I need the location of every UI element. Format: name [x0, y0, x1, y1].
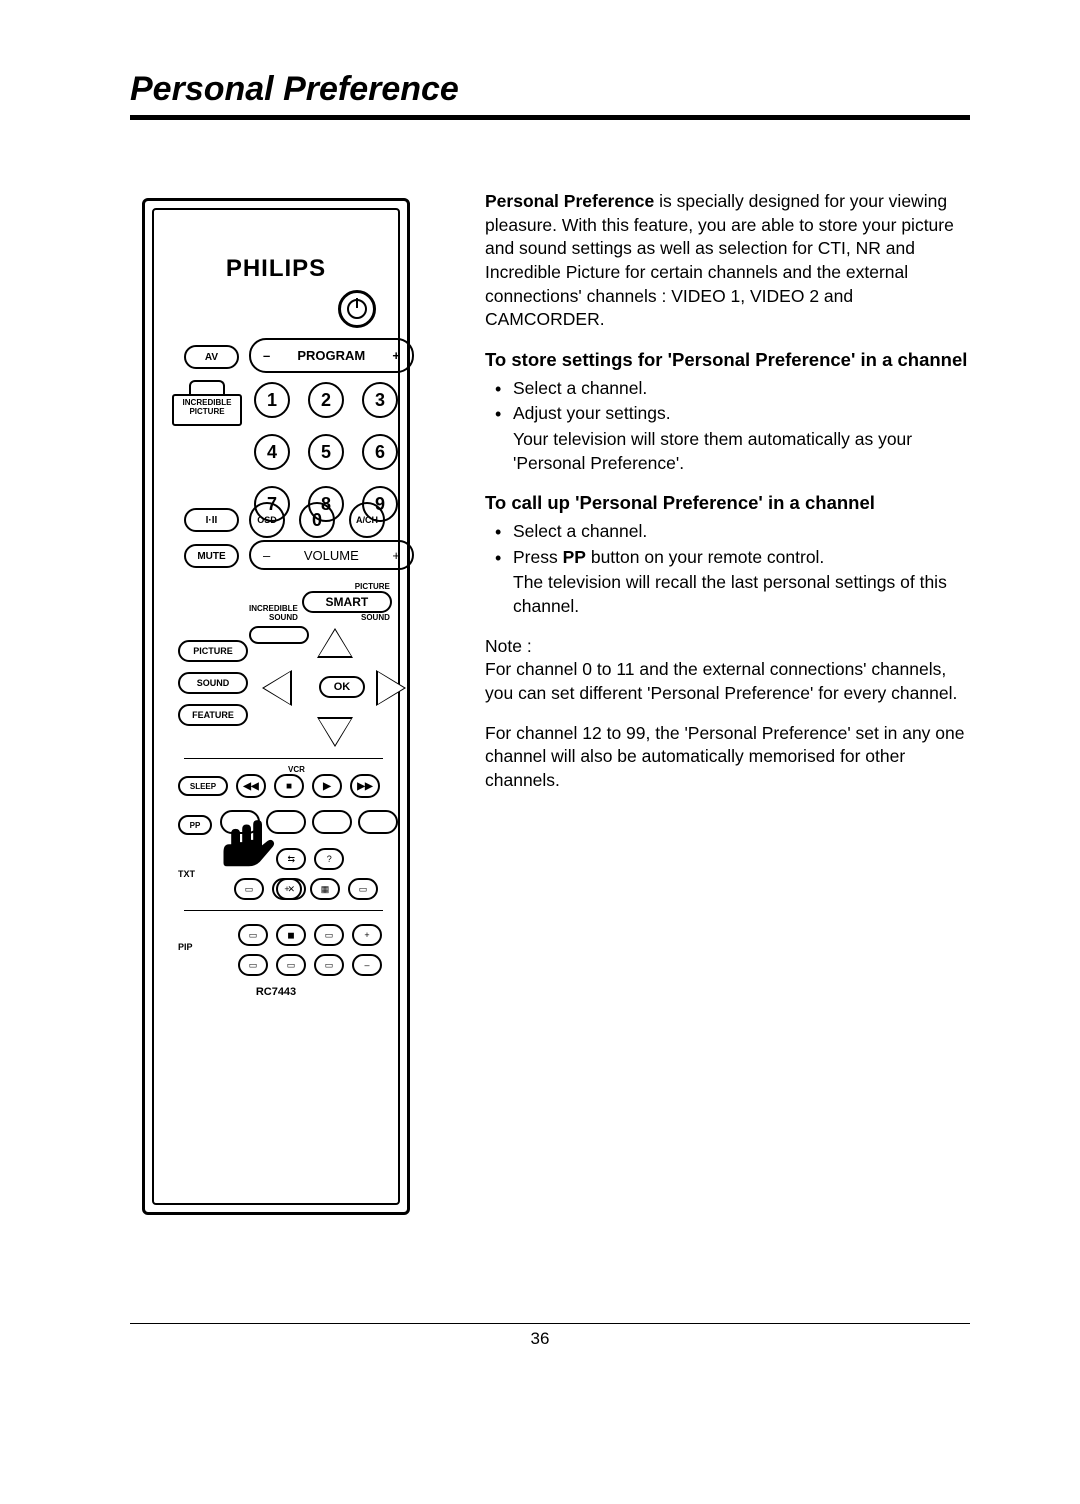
digit-6: 6	[362, 434, 398, 470]
note-label: Note :	[485, 635, 970, 659]
note-2: For channel 12 to 99, the 'Personal Pref…	[485, 722, 970, 793]
ffwd-button: ▶▶	[350, 774, 380, 798]
recall-step-1: Select a channel.	[485, 520, 970, 544]
store-step-2: Adjust your settings.	[485, 402, 970, 426]
vcr-label: VCR	[288, 765, 305, 774]
pip-plus: +	[352, 924, 382, 946]
color-yellow	[312, 810, 352, 834]
note-1: For channel 0 to 11 and the external con…	[485, 658, 970, 705]
volume-rocker: –VOLUME+	[249, 540, 414, 570]
feature-button: FEATURE	[178, 704, 248, 726]
color-blue	[358, 810, 398, 834]
picture-button: PICTURE	[178, 640, 248, 662]
pip-label: PIP	[178, 942, 193, 952]
pip-e: ▭	[276, 954, 306, 976]
body-text: Personal Preference is specially designe…	[485, 190, 970, 1215]
remote-illustration: PHILIPS AV –PROGRAM+ INCREDIBLEPICTURE 1…	[130, 190, 430, 1215]
sound-button: SOUND	[178, 672, 248, 694]
txt-btn-b: ?	[314, 848, 344, 870]
av-button: AV	[184, 345, 239, 369]
heading-recall: To call up 'Personal Preference' in a ch…	[485, 491, 970, 516]
digit-2: 2	[308, 382, 344, 418]
pip-b: ◼	[276, 924, 306, 946]
mute-button: MUTE	[184, 544, 239, 568]
digit-3: 3	[362, 382, 398, 418]
play-button: ▶	[312, 774, 342, 798]
pp-button: PP	[178, 815, 212, 835]
page-number: 36	[0, 1329, 1080, 1349]
title-rule	[130, 115, 970, 120]
digit-5: 5	[308, 434, 344, 470]
pip-f: ▭	[314, 954, 344, 976]
txt-label: TXT	[178, 869, 205, 879]
ok-button: OK	[319, 676, 365, 698]
recall-step-2-sub: The television will recall the last pers…	[485, 571, 970, 618]
digit-4: 4	[254, 434, 290, 470]
pip-a: ▭	[238, 924, 268, 946]
pip-d: ▭	[238, 954, 268, 976]
stop-button: ■	[274, 774, 304, 798]
intro-text: is specially designed for your viewing p…	[485, 191, 954, 329]
txt2-b: +	[272, 878, 302, 900]
osd-button: OSD	[249, 502, 285, 538]
store-step-1: Select a channel.	[485, 377, 970, 401]
ach-button: A/CH	[349, 502, 385, 538]
pip-minus: –	[352, 954, 382, 976]
digit-1: 1	[254, 382, 290, 418]
power-button	[338, 290, 376, 328]
store-step-2-sub: Your television will store them automati…	[485, 428, 970, 475]
i-ii-button: I·II	[184, 508, 239, 532]
rewind-button: ◀◀	[236, 774, 266, 798]
heading-store: To store settings for 'Personal Preferen…	[485, 348, 970, 373]
txt2-d: ▭	[348, 878, 378, 900]
page-title: Personal Preference	[130, 70, 970, 109]
incredible-picture-button: INCREDIBLEPICTURE	[172, 380, 242, 426]
model-label: RC7443	[154, 986, 398, 998]
intro-bold: Personal Preference	[485, 191, 654, 211]
program-rocker: –PROGRAM+	[249, 338, 414, 373]
recall-step-2: Press PP button on your remote control.	[485, 546, 970, 570]
brand-label: PHILIPS	[154, 255, 398, 283]
d-pad: OK	[264, 630, 404, 745]
pip-c: ▭	[314, 924, 344, 946]
footer-rule	[130, 1323, 970, 1324]
sleep-button: SLEEP	[178, 776, 228, 796]
pointing-hand-icon	[218, 813, 284, 869]
digit-0: 0	[299, 502, 335, 538]
txt2-a: ▭	[234, 878, 264, 900]
txt2-c: ▦	[310, 878, 340, 900]
